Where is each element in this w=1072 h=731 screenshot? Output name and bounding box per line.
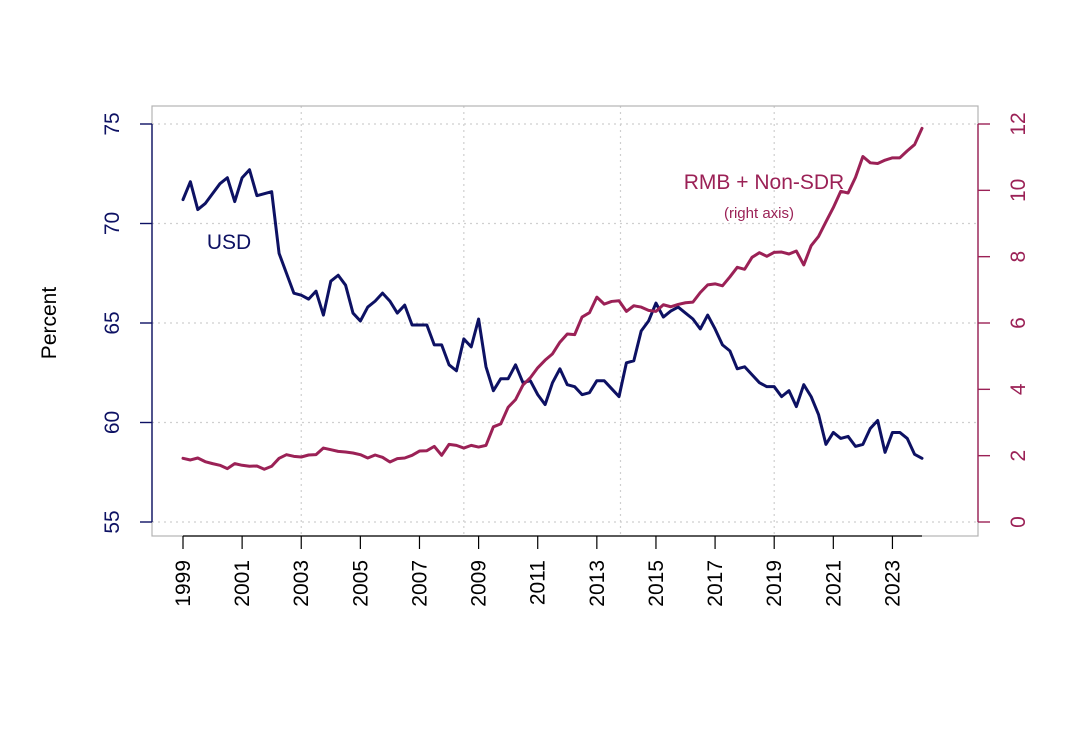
right-axis-tick-label: 4 (1007, 383, 1030, 395)
left-axis-tick-label: 65 (101, 311, 124, 334)
right-axis-tick-label: 12 (1007, 112, 1030, 135)
x-axis-tick-label: 2005 (349, 560, 372, 607)
x-axis-tick-label: 2015 (645, 560, 668, 607)
right-axis-tick-label: 6 (1007, 317, 1030, 329)
right-axis-tick-label: 0 (1007, 516, 1030, 528)
x-axis: 1999 2001 2003 2005 2007 2009 2011 2013 2015 2017… (172, 535, 922, 607)
x-axis-tick-label: 2001 (231, 560, 254, 607)
series-line-usd (181, 168, 924, 460)
series-layer (181, 126, 924, 471)
x-axis-tick-label: 2013 (586, 560, 609, 607)
left-axis: 55 60 65 70 75 (101, 112, 153, 534)
x-axis-tick-label: 1999 (172, 560, 195, 607)
y-axis-title: Percent (38, 287, 61, 360)
right-axis-tick-label: 10 (1007, 179, 1030, 202)
x-axis-tick-label: 2023 (881, 560, 904, 607)
x-axis-tick-label: 2007 (408, 560, 431, 607)
x-axis-tick-label: 2003 (290, 560, 313, 607)
left-axis-tick-label: 55 (101, 510, 124, 533)
right-axis: 0 2 4 6 8 10 12 (977, 112, 1030, 528)
x-axis-tick-label: 2021 (822, 560, 845, 607)
left-axis-tick-label: 60 (101, 411, 124, 434)
series-line-rmb-non-sdr (181, 126, 924, 471)
right-axis-note: (right axis) (724, 205, 794, 222)
rmb-non-sdr-series-label: RMB + Non-SDR (684, 171, 844, 194)
x-axis-tick-label: 2009 (468, 560, 491, 607)
usd-series-label: USD (207, 231, 251, 254)
right-axis-tick-label: 2 (1007, 450, 1030, 462)
left-axis-tick-label: 70 (101, 212, 124, 235)
x-axis-tick-label: 2017 (704, 560, 727, 607)
left-axis-tick-label: 75 (101, 112, 124, 135)
right-axis-tick-label: 8 (1007, 251, 1030, 263)
x-axis-tick-label: 2011 (527, 560, 550, 605)
x-axis-tick-label: 2019 (763, 560, 786, 607)
